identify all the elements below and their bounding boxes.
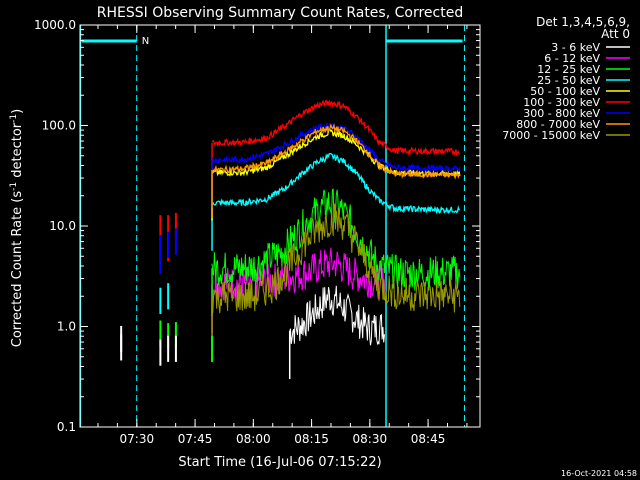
legend-header-line-1: Det 1,3,4,5,6,9, [536,15,630,29]
series-line [211,99,461,157]
legend-label: 25 - 50 keV [537,74,600,87]
y-tick-label: 1.0 [57,320,76,334]
y-tick-label: 1000.0 [34,18,76,32]
isolated-spikes [120,212,214,366]
y-axis-label-sup-2: -1 [9,114,19,123]
axes: 0.1 1.0 10.0 100.0 1000.0 07:30 07:45 08:00 08:1… [34,18,481,446]
series-line [211,123,461,180]
legend-label: 100 - 300 keV [523,96,600,109]
y-axis-label-sup-1: -1 [9,182,19,191]
legend-label: 12 - 25 keV [537,63,600,76]
legend-label: 50 - 100 keV [530,85,600,98]
x-tick-label: 08:30 [353,432,388,446]
legend-label: 6 - 12 keV [544,52,600,65]
svg-text:Corrected Count Rate (s-1 dete: Corrected Count Rate (s-1 detector-1) [9,109,25,347]
series-line [211,203,461,314]
series-line [289,285,385,346]
y-tick-label: 100.0 [42,119,76,133]
x-tick-label: 07:30 [120,432,155,446]
y-axis-label-mid: detector [10,122,25,182]
series-line [211,247,387,302]
y-tick-label: 10.0 [49,219,76,233]
series-layer [211,99,461,380]
x-tick-label: 08:15 [294,432,329,446]
y-tick-label: 0.1 [57,420,76,434]
night-marker-label: N [142,36,149,47]
legend-label: 300 - 800 keV [523,107,600,120]
y-axis-label-main: Corrected Count Rate (s [10,191,25,348]
x-tick-label: 08:45 [411,432,446,446]
chart-title: RHESSI Observing Summary Count Rates, Co… [97,5,463,21]
series-line [211,152,460,215]
x-axis-label: Start Time (16-Jul-06 07:15:22) [178,455,381,470]
legend-label: 3 - 6 keV [551,41,600,54]
footer-timestamp: 16-Oct-2021 04:58 [561,469,637,478]
legend-label: 7000 - 15000 keV [502,129,600,142]
y-axis-label-end: ) [10,109,25,114]
x-tick-label: 07:45 [178,432,213,446]
y-axis-label: Corrected Count Rate (s-1 detector-1) [9,109,25,347]
legend-label: 800 - 7000 keV [516,118,600,131]
x-tick-label: 08:00 [236,432,271,446]
series-line [211,188,461,291]
legend-header-line-2: Att 0 [601,27,630,41]
